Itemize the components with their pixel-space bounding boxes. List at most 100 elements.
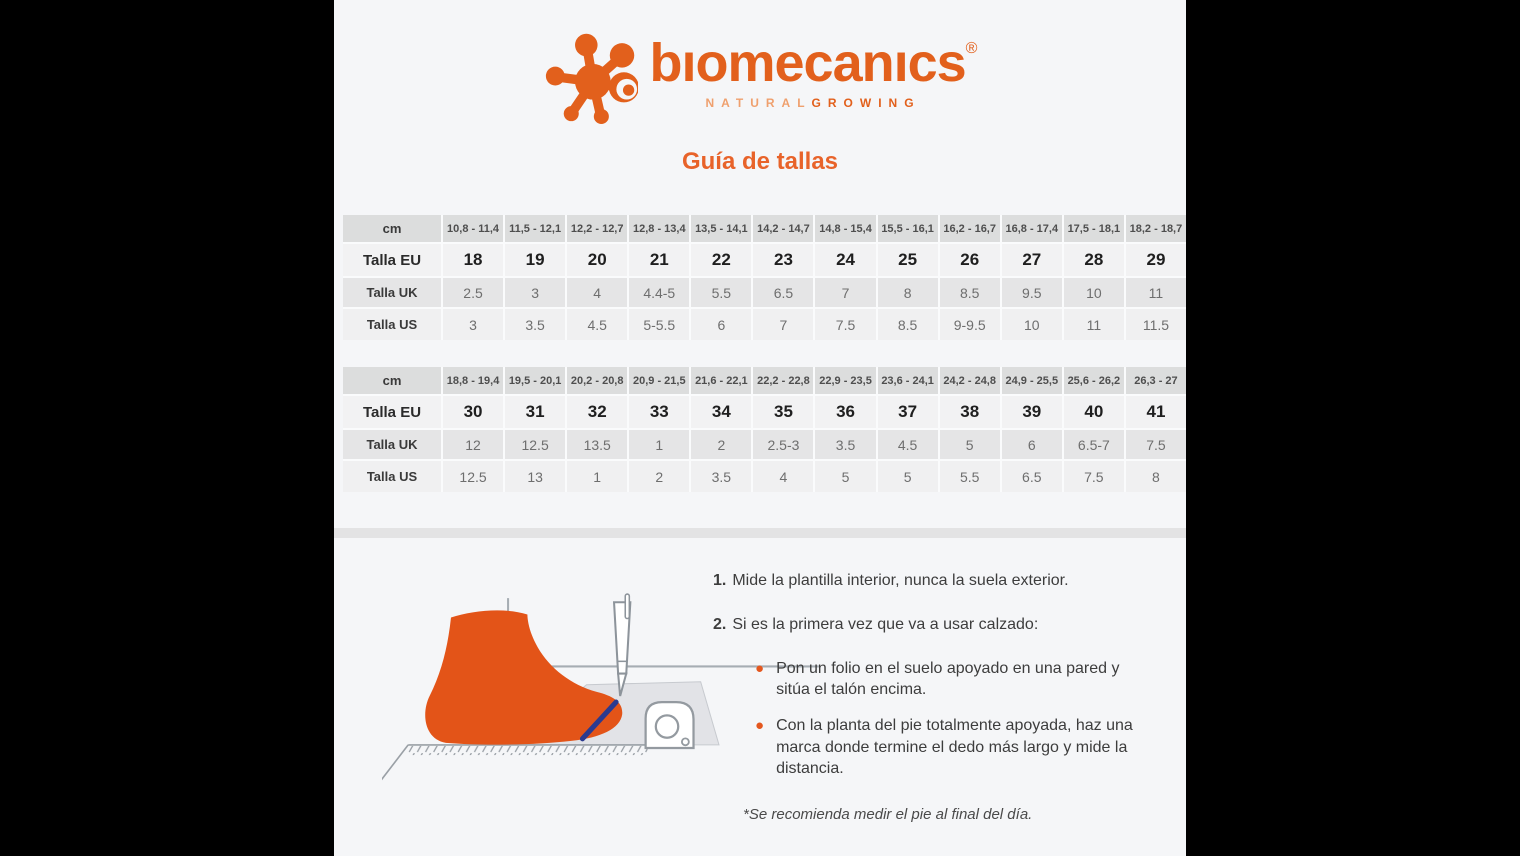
row-label: Talla UK bbox=[343, 430, 441, 459]
size-cell: 11 bbox=[1063, 309, 1124, 340]
bullet-text: Con la planta del pie totalmente apoyada… bbox=[776, 717, 1133, 777]
size-cell: 26,3 - 27 bbox=[1125, 367, 1186, 394]
foot-shape bbox=[425, 610, 623, 745]
size-cell: 17,5 - 18,1 bbox=[1063, 215, 1124, 242]
size-cell: 8 bbox=[877, 278, 938, 307]
size-cell: 18,2 - 18,7 bbox=[1125, 215, 1186, 242]
size-cell: 2.5 bbox=[443, 278, 504, 307]
size-cell: 38 bbox=[939, 396, 1000, 428]
size-cell: 8 bbox=[1125, 461, 1186, 492]
size-cell: 13.5 bbox=[567, 430, 628, 459]
size-cell: 10 bbox=[1063, 278, 1124, 307]
size-cell: 5 bbox=[815, 461, 876, 492]
size-cell: 15,5 - 16,1 bbox=[877, 215, 938, 242]
size-cell: 24 bbox=[815, 244, 876, 276]
row-label: Talla US bbox=[343, 309, 441, 340]
size-cell: 12.5 bbox=[505, 430, 566, 459]
size-cell: 36 bbox=[815, 396, 876, 428]
size-cell: 31 bbox=[505, 396, 566, 428]
step-text: Si es la primera vez que va a usar calza… bbox=[732, 616, 1039, 634]
tagline-natural: NATURAL bbox=[705, 96, 812, 110]
size-cell: 2.5-3 bbox=[753, 430, 814, 459]
size-cell: 26 bbox=[939, 244, 1000, 276]
size-cell: 7 bbox=[815, 278, 876, 307]
size-cell: 21,6 - 22,1 bbox=[691, 367, 752, 394]
size-cell: 7.5 bbox=[1125, 430, 1186, 459]
size-table-eu30-41: cm 18,8 - 19,4 19,5 - 20,1 20,2 - 20,8 20,9 … bbox=[343, 367, 1186, 492]
size-cell: 16,8 - 17,4 bbox=[1001, 215, 1062, 242]
bullet-dot-icon: ● bbox=[755, 717, 765, 735]
size-cell: 11,5 - 12,1 bbox=[505, 215, 566, 242]
size-cell: 13,5 - 14,1 bbox=[691, 215, 752, 242]
size-cell: 28 bbox=[1063, 244, 1124, 276]
content-panel: bıomecanıcs® NATURALGROWING Guía de tall… bbox=[334, 0, 1186, 856]
size-cell: 21 bbox=[629, 244, 690, 276]
size-cell: 32 bbox=[567, 396, 628, 428]
size-cell: 20,9 - 21,5 bbox=[629, 367, 690, 394]
section-divider bbox=[334, 528, 1186, 538]
size-table-eu18-29: cm 10,8 - 11,4 11,5 - 12,1 12,2 - 12,7 12,8 … bbox=[343, 215, 1186, 340]
size-cell: 4.5 bbox=[877, 430, 938, 459]
size-cell: 7.5 bbox=[1063, 461, 1124, 492]
footnote: *Se recomienda medir el pie al final del… bbox=[743, 805, 1033, 823]
size-cell: 5.5 bbox=[691, 278, 752, 307]
size-cell: 39 bbox=[1001, 396, 1062, 428]
size-cell: 6.5-7 bbox=[1063, 430, 1124, 459]
step-number: 2. bbox=[713, 616, 727, 634]
size-cell: 14,8 - 15,4 bbox=[815, 215, 876, 242]
size-cell: 24,9 - 25,5 bbox=[1001, 367, 1062, 394]
size-cell: 34 bbox=[691, 396, 752, 428]
size-cell: 25,6 - 26,2 bbox=[1063, 367, 1124, 394]
size-cell: 7.5 bbox=[815, 309, 876, 340]
instruction-step-1: 1. Mide la plantilla interior, nunca la s… bbox=[713, 570, 1158, 591]
row-label: Talla EU bbox=[343, 244, 441, 276]
size-cell: 27 bbox=[1001, 244, 1062, 276]
brand-tagline: NATURALGROWING bbox=[705, 96, 920, 110]
size-cell: 40 bbox=[1063, 396, 1124, 428]
size-cell: 3 bbox=[443, 309, 504, 340]
row-label: cm bbox=[343, 215, 441, 242]
size-cell: 35 bbox=[753, 396, 814, 428]
size-cell: 9.5 bbox=[1001, 278, 1062, 307]
size-cell: 2 bbox=[691, 430, 752, 459]
brand-header: bıomecanıcs® NATURALGROWING bbox=[334, 30, 1186, 124]
size-cell: 19,5 - 20,1 bbox=[505, 367, 566, 394]
size-cell: 12,2 - 12,7 bbox=[567, 215, 628, 242]
size-cell: 18 bbox=[443, 244, 504, 276]
bullet-text: Pon un folio en el suelo apoyado en una … bbox=[776, 660, 1120, 699]
size-cell: 18,8 - 19,4 bbox=[443, 367, 504, 394]
size-cell: 3.5 bbox=[815, 430, 876, 459]
size-cell: 23 bbox=[753, 244, 814, 276]
size-cell: 16,2 - 16,7 bbox=[939, 215, 1000, 242]
size-cell: 6 bbox=[691, 309, 752, 340]
bullet-item: ● Con la planta del pie totalmente apoya… bbox=[755, 715, 1158, 778]
foot-measurement-illustration bbox=[382, 593, 819, 781]
size-cell: 4.4-5 bbox=[629, 278, 690, 307]
instructions: 1. Mide la plantilla interior, nunca la s… bbox=[713, 570, 1158, 825]
wordmark-block: bıomecanıcs® NATURALGROWING bbox=[650, 30, 978, 110]
size-cell: 5 bbox=[877, 461, 938, 492]
row-label: Talla US bbox=[343, 461, 441, 492]
size-cell: 41 bbox=[1125, 396, 1186, 428]
size-cell: 5-5.5 bbox=[629, 309, 690, 340]
pen-icon bbox=[612, 593, 632, 697]
tape-measure-icon bbox=[644, 700, 695, 750]
size-cell: 11 bbox=[1125, 278, 1186, 307]
size-cell: 29 bbox=[1125, 244, 1186, 276]
instruction-step-2: 2. Si es la primera vez que va a usar cal… bbox=[713, 614, 1158, 635]
size-cell: 5.5 bbox=[939, 461, 1000, 492]
biomecanics-logo-icon bbox=[545, 33, 638, 124]
row-label: cm bbox=[343, 367, 441, 394]
size-cell: 12 bbox=[443, 430, 504, 459]
size-cell: 8.5 bbox=[877, 309, 938, 340]
size-cell: 37 bbox=[877, 396, 938, 428]
size-cell: 9-9.5 bbox=[939, 309, 1000, 340]
step-text: Mide la plantilla interior, nunca la sue… bbox=[732, 572, 1069, 589]
bullet-item: ● Pon un folio en el suelo apoyado en un… bbox=[755, 658, 1158, 700]
size-cell: 11.5 bbox=[1125, 309, 1186, 340]
size-cell: 19 bbox=[505, 244, 566, 276]
tagline-growing: GROWING bbox=[811, 96, 921, 110]
size-cell: 5 bbox=[939, 430, 1000, 459]
size-cell: 22,9 - 23,5 bbox=[815, 367, 876, 394]
